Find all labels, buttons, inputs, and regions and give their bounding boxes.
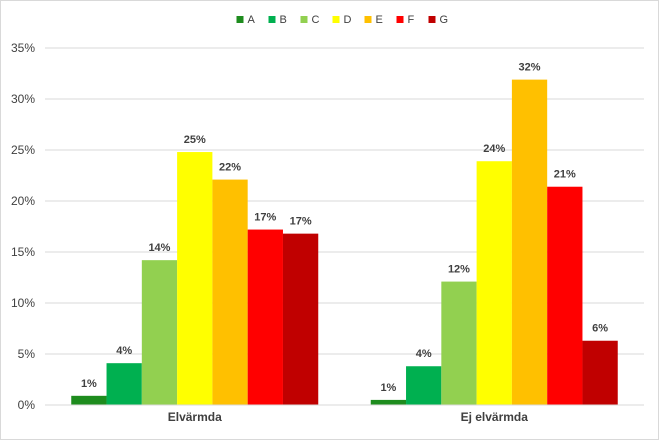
y-tick-label: 15% — [11, 245, 35, 259]
bar-b — [406, 366, 442, 405]
bar-d — [177, 152, 213, 405]
y-tick-label: 5% — [18, 347, 36, 361]
y-tick-label: 20% — [11, 194, 35, 208]
y-tick-label: 10% — [11, 296, 35, 310]
legend-swatch-e — [364, 16, 372, 23]
data-label: 32% — [519, 62, 541, 74]
legend-label-e: E — [376, 14, 383, 26]
legend-swatch-b — [268, 16, 276, 23]
x-category-label: Ej elvärmda — [461, 410, 529, 424]
data-label: 24% — [483, 143, 505, 155]
data-label: 22% — [219, 162, 241, 174]
bar-f — [547, 186, 583, 405]
y-tick-label: 0% — [18, 398, 36, 412]
legend-swatch-d — [332, 16, 340, 23]
legend-label-g: G — [440, 14, 449, 26]
legend-label-c: C — [312, 14, 320, 26]
legend-label-f: F — [408, 14, 415, 26]
data-label: 21% — [554, 169, 576, 181]
data-label: 12% — [448, 264, 470, 276]
data-label: 17% — [290, 216, 312, 228]
y-tick-label: 30% — [11, 92, 35, 106]
legend-label-a: A — [248, 14, 256, 26]
bar-f — [247, 229, 283, 405]
legend-swatch-a — [236, 16, 244, 23]
data-label: 17% — [254, 212, 276, 224]
bar-g — [582, 340, 618, 405]
bar-b — [106, 363, 142, 405]
bar-d — [476, 161, 512, 405]
bar-a — [370, 399, 407, 405]
data-label: 14% — [148, 242, 170, 254]
bar-e — [212, 179, 248, 405]
bar-c — [441, 281, 477, 405]
data-label: 1% — [81, 378, 97, 390]
bar-a — [71, 395, 107, 405]
legend-label-d: D — [344, 14, 352, 26]
legend-swatch-g — [428, 16, 436, 23]
legend-swatch-c — [300, 16, 308, 23]
legend-swatch-f — [396, 16, 404, 23]
data-label: 6% — [592, 323, 608, 335]
bar-c — [141, 260, 178, 405]
data-label: 1% — [380, 382, 396, 394]
data-label: 4% — [116, 345, 132, 357]
legend-label-b: B — [280, 14, 287, 26]
x-category-label: Elvärmda — [168, 410, 222, 424]
bar-e — [511, 79, 548, 406]
y-tick-label: 35% — [11, 41, 35, 55]
y-tick-label: 25% — [11, 143, 35, 157]
data-label: 25% — [184, 134, 206, 146]
data-label: 4% — [416, 348, 432, 360]
bar-g — [282, 233, 319, 405]
